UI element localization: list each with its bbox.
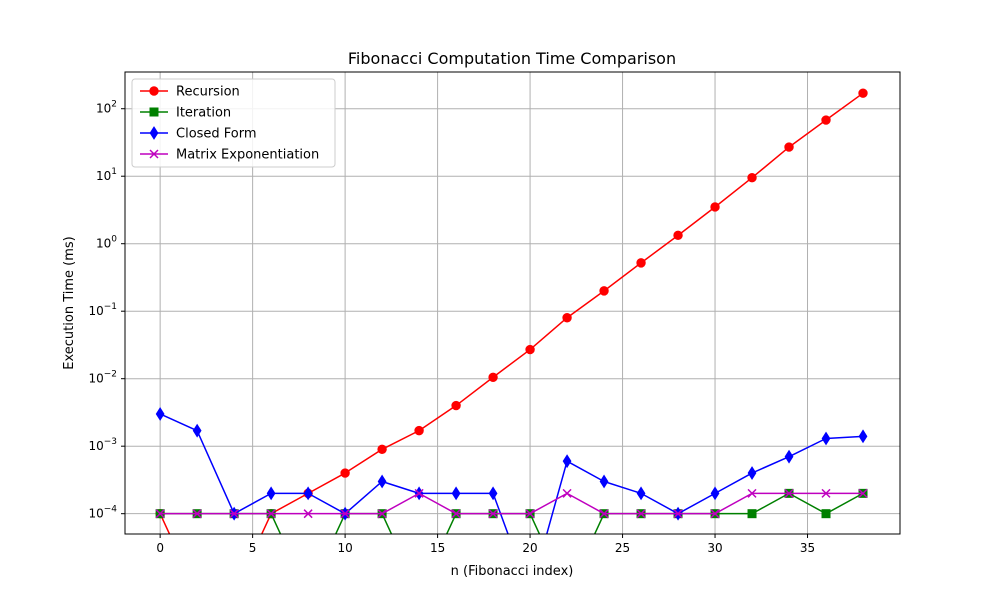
data-point-recursion [784,142,794,152]
legend-entry: Closed Form [140,126,257,142]
data-point-matrix-exponentiation [747,488,757,498]
data-point-matrix-exponentiation [340,509,350,519]
data-point-matrix-exponentiation [414,488,424,498]
x-tick-label: 10 [337,541,352,555]
data-point-matrix-exponentiation [451,509,461,519]
data-point-recursion [599,286,609,296]
data-point-recursion [858,88,868,98]
y-tick-label: 101 [96,167,117,183]
series-matrix-exponentiation [155,488,868,519]
data-point-closed-form [266,486,276,501]
data-point-iteration [821,509,831,519]
y-axis-label: Execution Time (ms) [62,236,77,369]
data-point-closed-form [821,431,831,446]
data-point-recursion [451,400,461,411]
x-tick-label: 35 [800,541,815,555]
data-point-closed-form [155,407,165,421]
legend-marker [149,126,159,140]
data-point-matrix-exponentiation [673,509,683,519]
data-point-matrix-exponentiation [192,509,202,519]
y-tick-label: 10−2 [88,370,117,386]
legend-marker [149,149,159,159]
series-line-recursion [159,92,864,534]
axis-ticks: 0 5 10 15 20 25 30 35 10−4 10−3 10−2 10−1 100 101 102 [88,100,815,555]
data-point-recursion [414,425,424,436]
legend-entry: Iteration [140,106,231,121]
series-layer [155,88,868,534]
data-point-matrix-exponentiation [636,509,646,519]
data-point-closed-form [636,486,646,501]
data-point-matrix-exponentiation [488,509,498,519]
data-point-recursion [673,230,683,241]
data-point-closed-form [377,474,387,489]
data-point-recursion [377,444,387,454]
chart-title: Fibonacci Computation Time Comparison [348,49,676,68]
x-tick-label: 5 [249,541,257,555]
plot-frame [124,71,901,535]
data-point-recursion [636,258,646,268]
legend-entry: Recursion [140,85,240,100]
x-tick-label: 15 [430,541,445,555]
data-point-recursion [821,115,831,125]
data-point-closed-form [784,449,794,464]
data-point-closed-form [488,486,498,501]
data-point-closed-form [451,486,461,501]
data-point-closed-form [858,429,868,444]
data-point-recursion [340,468,350,478]
x-tick-label: 0 [156,541,164,555]
data-point-closed-form [192,423,202,438]
series-line-matrix-exponentiation [160,492,864,515]
data-point-closed-form [747,466,757,480]
x-tick-label: 20 [522,541,537,555]
x-axis-label: n (Fibonacci index) [451,564,574,579]
data-point-recursion [562,313,572,323]
data-point-recursion [525,344,535,355]
data-point-matrix-exponentiation [562,488,572,498]
data-point-matrix-exponentiation [858,488,868,498]
legend-marker [149,86,159,96]
data-point-matrix-exponentiation [710,509,720,519]
x-tick-label: 25 [615,541,630,555]
data-point-matrix-exponentiation [525,509,535,519]
y-tick-label: 10−3 [88,437,117,453]
data-point-matrix-exponentiation [784,488,794,498]
data-point-matrix-exponentiation [599,509,609,519]
data-point-matrix-exponentiation [155,509,165,519]
data-point-matrix-exponentiation [229,509,239,519]
legend-label: Recursion [176,85,240,100]
data-point-closed-form [599,474,609,489]
legend-label: Iteration [176,106,231,121]
x-tick-label: 30 [707,541,722,555]
legend-label: Closed Form [176,127,257,142]
data-point-closed-form [303,486,313,501]
legend-entry: Matrix Exponentiation [140,148,319,163]
data-point-closed-form [710,486,720,501]
data-point-iteration [747,509,757,519]
legend: Recursion Iteration Closed Form Matrix Expo… [131,78,336,168]
series-line-closed-form [159,413,864,534]
data-point-closed-form [562,454,572,469]
y-tick-label: 100 [96,235,117,251]
legend-marker [149,107,159,117]
data-point-recursion [747,173,757,183]
legend-label: Matrix Exponentiation [176,148,319,163]
legend-box [131,78,336,168]
y-tick-label: 10−1 [88,302,117,318]
y-tick-label: 10−4 [88,505,117,521]
data-point-matrix-exponentiation [377,509,387,519]
data-point-recursion [488,372,498,382]
data-point-matrix-exponentiation [303,509,313,519]
data-point-matrix-exponentiation [266,509,276,519]
data-point-recursion [710,202,720,212]
data-point-matrix-exponentiation [821,488,831,498]
y-tick-label: 102 [96,100,117,116]
